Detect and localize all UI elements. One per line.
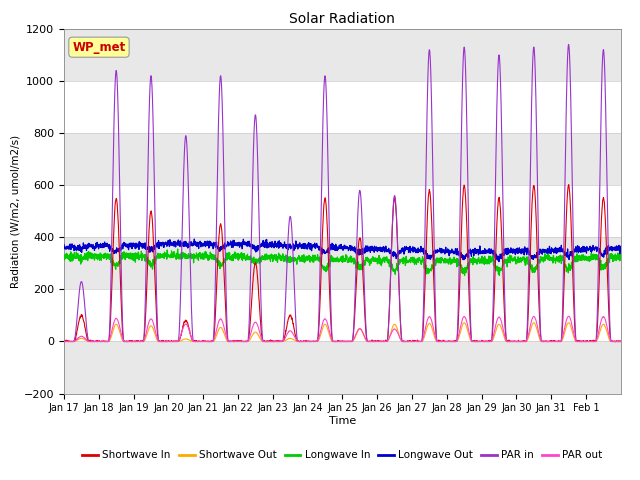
Bar: [64, 133, 621, 185]
Bar: [64, 29, 621, 81]
X-axis label: Time: Time: [329, 416, 356, 426]
Y-axis label: Radiation (W/m2, umol/m2/s): Radiation (W/m2, umol/m2/s): [11, 134, 21, 288]
Bar: [64, 341, 621, 394]
Text: WP_met: WP_met: [72, 41, 125, 54]
Legend: Shortwave In, Shortwave Out, Longwave In, Longwave Out, PAR in, PAR out: Shortwave In, Shortwave Out, Longwave In…: [78, 446, 607, 465]
Bar: [64, 237, 621, 289]
Title: Solar Radiation: Solar Radiation: [289, 12, 396, 26]
